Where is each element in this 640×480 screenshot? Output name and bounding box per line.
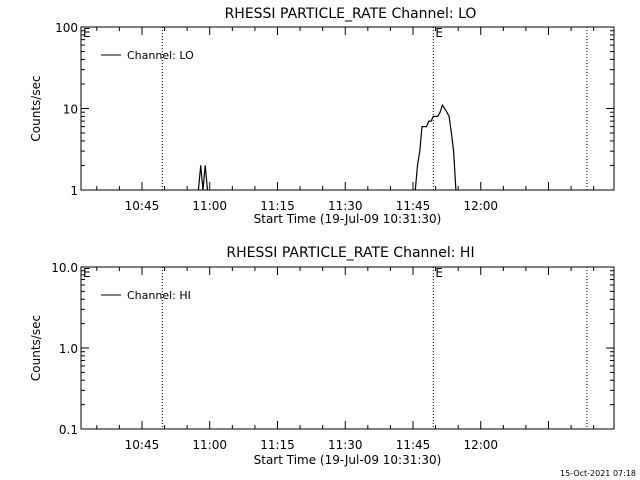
series-line bbox=[197, 103, 457, 191]
data-point bbox=[204, 165, 206, 166]
y-tick-label: 0.1 bbox=[59, 423, 78, 437]
data-point bbox=[430, 120, 432, 122]
x-tick-label: 11:30 bbox=[328, 199, 363, 213]
event-marker-label: E bbox=[83, 266, 91, 280]
hi-channel-panel: RHESSI PARTICLE_RATE Channel: HI 10:45 11:… bbox=[29, 245, 615, 467]
data-point bbox=[417, 165, 418, 166]
x-tick-label: 11:00 bbox=[192, 438, 227, 452]
chart-title: RHESSI PARTICLE_RATE Channel: HI bbox=[226, 245, 474, 261]
data-point bbox=[428, 120, 430, 122]
x-tick-label: 11:00 bbox=[192, 199, 227, 213]
x-tick-label: 11:15 bbox=[260, 199, 295, 213]
data-point bbox=[202, 189, 204, 191]
x-tick-label: 12:00 bbox=[463, 199, 498, 213]
x-tick-label: 12:00 bbox=[463, 438, 498, 452]
x-tick-label: 11:30 bbox=[328, 438, 363, 452]
x-tick-label: 11:45 bbox=[396, 199, 431, 213]
data-point bbox=[432, 115, 434, 117]
x-tick-label: 10:45 bbox=[125, 199, 160, 213]
data-point bbox=[421, 126, 423, 127]
data-point bbox=[448, 115, 450, 117]
data-point bbox=[419, 150, 421, 152]
data-point bbox=[439, 111, 441, 113]
data-point bbox=[455, 189, 457, 191]
data-point bbox=[453, 150, 455, 152]
data-point bbox=[423, 126, 425, 127]
data-point bbox=[441, 104, 443, 106]
y-tick-label: 1 bbox=[70, 184, 78, 198]
y-axis-label: Counts/sec bbox=[29, 75, 43, 141]
x-tick-label: 10:45 bbox=[125, 438, 160, 452]
x-tick-label: 11:45 bbox=[396, 438, 431, 452]
footer-timestamp: 15-Oct-2021 07:18 bbox=[560, 469, 636, 478]
y-tick-label: 100 bbox=[55, 21, 78, 35]
y-tick-label: 1.0 bbox=[59, 342, 78, 356]
y-axis-label: Counts/sec bbox=[29, 315, 43, 381]
data-point bbox=[446, 111, 448, 113]
x-axis-label: Start Time (19-Jul-09 10:31:30) bbox=[254, 453, 442, 467]
data-point bbox=[200, 165, 202, 166]
event-marker-label: E bbox=[435, 26, 443, 40]
data-point bbox=[444, 108, 446, 109]
data-point bbox=[435, 115, 436, 117]
y-tick-label: 10 bbox=[63, 103, 78, 117]
data-point bbox=[207, 189, 208, 191]
chart-title: RHESSI PARTICLE_RATE Channel: LO bbox=[225, 6, 477, 22]
event-marker-label: E bbox=[83, 26, 91, 40]
legend-label: Channel: HI bbox=[127, 289, 191, 302]
data-point bbox=[450, 132, 452, 134]
event-marker-label: E bbox=[435, 266, 443, 280]
data-point bbox=[437, 115, 439, 117]
x-tick-label: 11:15 bbox=[260, 438, 295, 452]
data-point bbox=[198, 189, 199, 191]
x-axis-label: Start Time (19-Jul-09 10:31:30) bbox=[254, 212, 442, 226]
lo-channel-panel: RHESSI PARTICLE_RATE Channel: LO 10:45 11:… bbox=[29, 6, 615, 226]
y-tick-label: 10.0 bbox=[51, 261, 78, 275]
data-point bbox=[426, 126, 427, 127]
data-point bbox=[414, 189, 416, 191]
legend-label: Channel: LO bbox=[127, 49, 194, 62]
